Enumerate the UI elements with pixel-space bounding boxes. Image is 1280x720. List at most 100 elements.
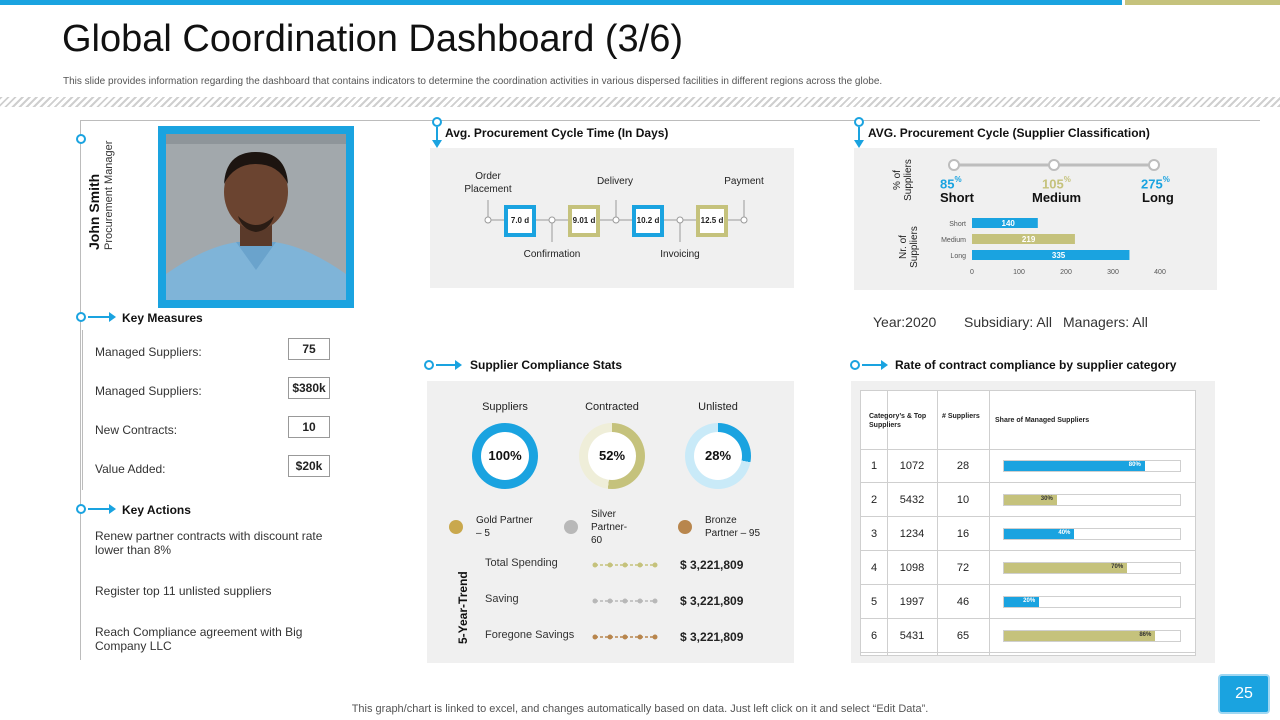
bar-value-label: 140 [1002,219,1016,228]
sparkline-point [622,598,628,604]
key-action-item: Renew partner contracts with discount ra… [95,529,323,557]
donut-label: Contracted [585,401,639,413]
class-pct-short: 85% [940,175,962,192]
trend-value: $ 3,221,809 [680,594,744,608]
trend-label: Total Spending [485,557,558,569]
key-actions-heading: Key Actions [122,503,191,517]
pct-suppliers-axis-label: % of Suppliers [892,159,914,201]
row-index: 2 [870,494,878,506]
classification-arrow-icon [854,127,864,148]
key-action-item: Register top 11 unlisted suppliers [95,584,272,598]
trend-label: Saving [485,593,519,605]
partner-bronze: Bronze Partner – 95 [705,515,761,539]
share-bar-fill: 20% [1004,597,1040,607]
row-index: 4 [870,562,878,574]
share-bar-fill: 80% [1004,461,1145,471]
top-accent-bar-olive [1125,0,1280,5]
cycle-label-confirmation: Confirmation [523,249,581,260]
medal-silver-icon [564,520,578,534]
share-bar: 30% [1003,494,1181,506]
measure-value: 10 [288,416,330,438]
profile-photo [166,134,346,300]
donut-value: 52% [588,432,636,480]
row-index: 1 [870,460,878,472]
sparkline-point [592,598,598,604]
share-bar-fill: 30% [1004,495,1057,505]
class-pct-long: 275% [1141,175,1170,192]
cycle-time-node-icon [432,117,442,127]
row-supplier-count: 65 [956,630,970,642]
bar-medium [972,234,1075,244]
row-supplier-count: 72 [956,562,970,574]
sparkline-point [607,598,613,604]
filter-year[interactable]: Year:2020 [873,314,937,330]
key-actions-node-icon [76,504,86,514]
sparkline-point [652,598,658,604]
contract-heading: Rate of contract compliance by supplier … [895,358,1177,372]
row-supplier-count: 16 [956,528,970,540]
cycle-label-payment: Payment [724,176,764,187]
table-row: 4 1098 72 70% [861,551,1195,585]
donut-value: 100% [481,432,529,480]
sparkline-point [622,634,628,640]
share-bar-fill: 40% [1004,529,1075,539]
trend-value: $ 3,221,809 [680,630,744,644]
medal-bronze-icon [678,520,692,534]
person-portrait-icon [166,134,346,300]
page-subtitle: This slide provides information regardin… [63,76,883,87]
share-bar-fill: 70% [1004,563,1128,573]
frame-line-left [80,120,81,660]
filter-subsidiary[interactable]: Subsidiary: All [964,314,1052,330]
compliance-heading: Supplier Compliance Stats [470,358,623,372]
cycle-time-heading: Avg. Procurement Cycle Time (In Days) [445,126,669,140]
table-row: 1 1072 28 80% [861,449,1195,483]
key-action-item: Reach Compliance agreement with Big Comp… [95,625,303,653]
nr-suppliers-axis-label: Nr. of Suppliers [898,226,920,268]
row-top-suppliers: 5431 [899,630,925,642]
key-measures-node-icon [76,312,86,322]
table-row: 6 5431 65 86% [861,619,1195,653]
table-row: 2 5432 10 30% [861,483,1195,517]
donut-label: Suppliers [482,401,528,413]
sparkline-point [652,562,658,568]
measure-label: Managed Suppliers: [95,345,202,359]
bar-short [972,218,1038,228]
key-measures-guide [82,330,83,490]
share-label: 80% [1128,462,1141,468]
contract-arrow-icon [862,360,888,370]
sparkline-point [637,634,643,640]
measure-value: $380k [288,377,330,399]
cycle-box-2: 9.01 d [568,205,600,237]
row-top-suppliers: 1997 [899,596,925,608]
row-top-suppliers: 1234 [899,528,925,540]
compliance-node-icon [424,360,434,370]
measure-label: Managed Suppliers: [95,384,202,398]
row-index: 6 [870,630,878,642]
share-bar: 20% [1003,596,1181,608]
row-supplier-count: 46 [956,596,970,608]
page-title: Global Coordination Dashboard (3/6) [62,18,684,60]
top-accent-bar [0,0,1122,5]
row-index: 3 [870,528,878,540]
table-row: 5 1997 46 20% [861,585,1195,619]
filter-managers[interactable]: Managers: All [1063,314,1148,330]
sparkline-point [607,634,613,640]
trend-sparkline [592,598,658,604]
sparkline-point [607,562,613,568]
trend-label: Foregone Savings [485,629,575,641]
footer-note: This graph/chart is linked to excel, and… [351,703,929,715]
profile-name: John Smith [86,173,102,250]
share-bar: 70% [1003,562,1181,574]
class-label-short: Short [940,190,974,205]
trend-value: $ 3,221,809 [680,558,744,572]
share-label: 40% [1058,530,1071,536]
share-label: 86% [1139,632,1152,638]
profile-name-block: John Smith Procurement Manager [86,141,115,250]
row-supplier-count: 10 [956,494,970,506]
donut-contracted: 52% [579,423,645,489]
key-measures-heading: Key Measures [122,311,203,325]
row-top-suppliers: 1098 [899,562,925,574]
table-header-suppliers: # Suppliers [942,413,980,420]
measure-value: 75 [288,338,330,360]
cycle-box-3: 10.2 d [632,205,664,237]
